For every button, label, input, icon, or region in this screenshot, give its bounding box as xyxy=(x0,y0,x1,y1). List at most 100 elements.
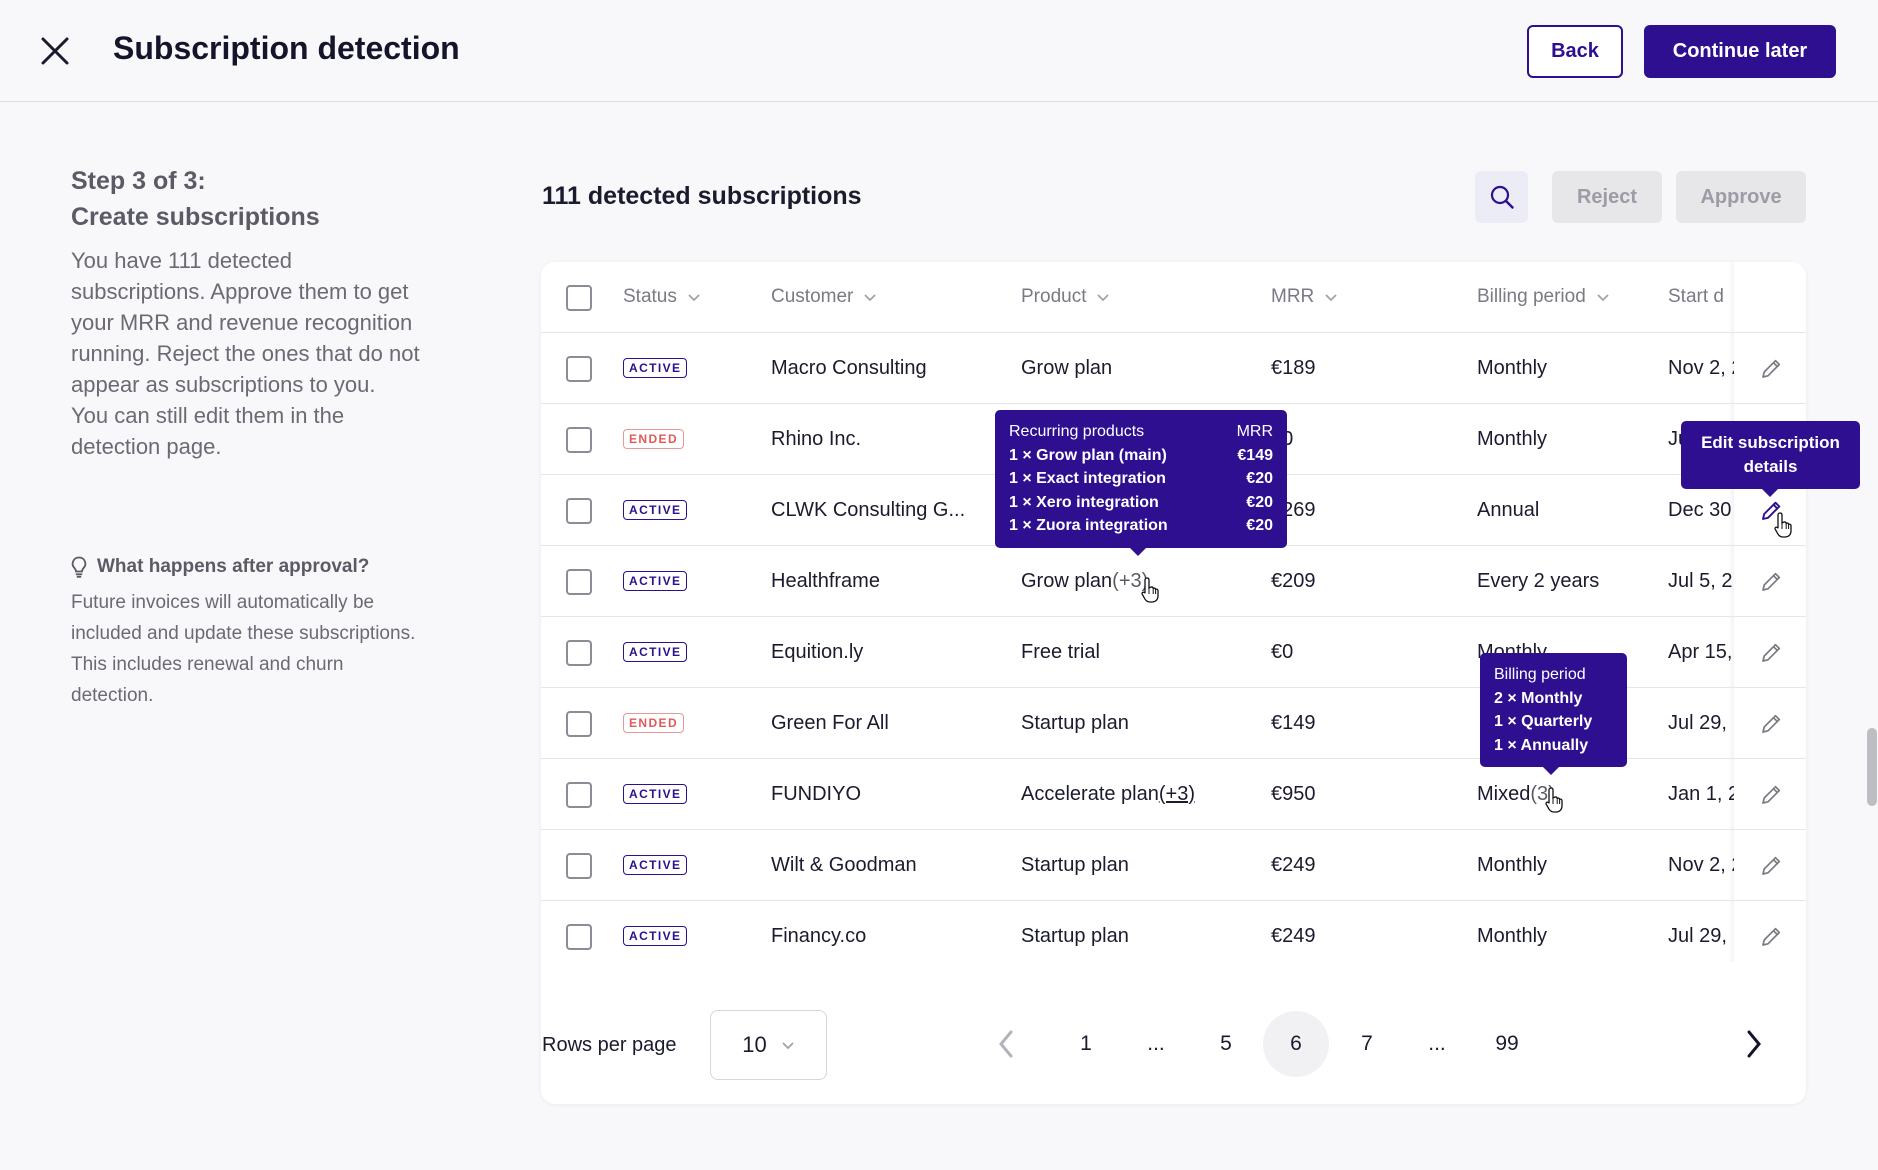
pencil-icon[interactable] xyxy=(1758,711,1784,737)
chevron-down-icon xyxy=(1325,294,1337,302)
pencil-icon[interactable] xyxy=(1758,569,1784,595)
start-date-cell: Nov 2, 2 xyxy=(1668,830,1734,900)
products-tooltip: Recurring products MRR 1 × Grow plan (ma… xyxy=(995,410,1287,555)
column-label: Customer xyxy=(771,286,854,307)
start-date-cell: Jul 29, xyxy=(1668,901,1734,971)
billing-period-value: Monthly xyxy=(1477,853,1548,876)
continue-later-button[interactable]: Continue later xyxy=(1644,25,1836,78)
billing-period-value: Annual xyxy=(1477,498,1540,521)
start-date-cell: Dec 30 xyxy=(1668,475,1734,545)
pencil-icon[interactable] xyxy=(1758,782,1784,808)
tip-header: What happens after approval? xyxy=(71,556,369,578)
start-date-value: Dec 30 xyxy=(1668,498,1732,521)
mrr-cell: €0 xyxy=(1271,617,1293,687)
product-cell: Accelerate plan (+3) xyxy=(1021,759,1261,829)
pencil-icon[interactable] xyxy=(1758,924,1784,950)
step-title: Create subscriptions xyxy=(71,203,320,231)
product-extra-count[interactable]: (+3) xyxy=(1158,782,1195,805)
tooltip-product-label: 1 × Exact integration xyxy=(1009,470,1166,487)
start-date-cell: Jul 29, xyxy=(1668,688,1734,758)
table-row[interactable]: ACTIVE Macro Consulting Grow plan €189 Month… xyxy=(541,333,1806,404)
product-extra-count[interactable]: (+3) xyxy=(1112,569,1149,592)
page-button[interactable]: 99 xyxy=(1495,1032,1519,1055)
rows-per-page-label: Rows per page xyxy=(542,1034,677,1056)
scrollbar[interactable] xyxy=(1867,728,1877,806)
billing-period-value: Monthly xyxy=(1477,427,1548,450)
tooltip-product-item: 1 × Zuora integration €20 xyxy=(1009,514,1273,538)
select-all-checkbox[interactable] xyxy=(566,285,592,311)
search-button[interactable] xyxy=(1475,171,1528,223)
row-checkbox[interactable] xyxy=(566,640,592,666)
back-button[interactable]: Back xyxy=(1527,25,1623,78)
customer-cell: Rhino Inc. xyxy=(771,404,1011,474)
customer-name: Equition.ly xyxy=(771,640,864,663)
status-cell: ACTIVE xyxy=(623,475,688,545)
page-button[interactable]: 7 xyxy=(1361,1032,1373,1055)
billing-extra-count[interactable]: (3) xyxy=(1530,782,1555,805)
product-name: Grow plan xyxy=(1021,569,1113,592)
mrr-cell: €189 xyxy=(1271,333,1316,403)
tooltip-billing-item: 1 × Quarterly xyxy=(1494,713,1593,730)
approve-button[interactable]: Approve xyxy=(1676,171,1806,223)
column-product[interactable]: Product xyxy=(1021,262,1110,332)
chevron-down-icon xyxy=(688,294,700,302)
step-description-main: You have 111 detected subscriptions. App… xyxy=(71,248,420,397)
billing-period-cell: Monthly xyxy=(1477,333,1657,403)
column-billing-period[interactable]: Billing period xyxy=(1477,262,1610,332)
close-icon[interactable] xyxy=(36,32,74,70)
mrr-cell: €249 xyxy=(1271,901,1316,971)
status-badge: ACTIVE xyxy=(623,358,688,378)
mrr-value: €950 xyxy=(1271,782,1316,805)
pencil-icon[interactable] xyxy=(1758,498,1784,524)
tooltip-product-item: 1 × Grow plan (main) €149 xyxy=(1009,444,1273,468)
chevron-down-icon xyxy=(782,1042,794,1050)
page-button[interactable]: 5 xyxy=(1220,1032,1232,1055)
billing-period-value: Mixed xyxy=(1477,782,1531,805)
billing-period-value: Monthly xyxy=(1477,924,1548,947)
pencil-icon[interactable] xyxy=(1758,640,1784,666)
table-row[interactable]: ACTIVE FUNDIYO Accelerate plan (+3) €950 Mix… xyxy=(541,759,1806,830)
row-checkbox[interactable] xyxy=(566,711,592,737)
table-row[interactable]: ENDED Green For All Startup plan €149 Jul 29… xyxy=(541,688,1806,759)
column-start-date[interactable]: Start d xyxy=(1668,262,1734,332)
table-row[interactable]: ACTIVE Equition.ly Free trial €0 Monthly Apr … xyxy=(541,617,1806,688)
customer-cell: Wilt & Goodman xyxy=(771,830,1011,900)
row-checkbox[interactable] xyxy=(566,924,592,950)
customer-name: Healthframe xyxy=(771,569,880,592)
pencil-icon[interactable] xyxy=(1758,356,1784,382)
product-name: Grow plan xyxy=(1021,356,1113,379)
row-checkbox[interactable] xyxy=(566,782,592,808)
prev-page-button[interactable] xyxy=(973,1011,1039,1077)
next-page-button[interactable] xyxy=(1721,1011,1787,1077)
product-cell: Startup plan xyxy=(1021,688,1261,758)
pencil-icon[interactable] xyxy=(1758,853,1784,879)
edit-tooltip: Edit subscription details xyxy=(1681,421,1860,497)
column-status[interactable]: Status xyxy=(623,262,701,332)
chevron-down-icon xyxy=(864,294,876,302)
table-row[interactable]: ACTIVE Healthframe Grow plan (+3) €209 Every… xyxy=(541,546,1806,617)
customer-name: Wilt & Goodman xyxy=(771,853,917,876)
tooltip-header-label: Billing period xyxy=(1494,666,1586,683)
rows-per-page-select[interactable]: 10 xyxy=(710,1010,827,1080)
row-checkbox[interactable] xyxy=(566,427,592,453)
tooltip-product-mrr: €20 xyxy=(1246,470,1273,487)
status-badge: ACTIVE xyxy=(623,926,688,946)
column-mrr[interactable]: MRR xyxy=(1271,262,1338,332)
status-cell: ACTIVE xyxy=(623,830,688,900)
row-checkbox[interactable] xyxy=(566,498,592,524)
status-cell: ACTIVE xyxy=(623,617,688,687)
column-customer[interactable]: Customer xyxy=(771,262,877,332)
reject-button[interactable]: Reject xyxy=(1552,171,1662,223)
status-cell: ACTIVE xyxy=(623,546,688,616)
page-button[interactable]: 1 xyxy=(1080,1032,1092,1055)
row-checkbox[interactable] xyxy=(566,356,592,382)
billing-period-cell: Annual xyxy=(1477,475,1657,545)
row-checkbox[interactable] xyxy=(566,569,592,595)
billing-period-value: Monthly xyxy=(1477,356,1548,379)
page-button[interactable]: 6 xyxy=(1263,1011,1329,1077)
mrr-value: €0 xyxy=(1271,640,1294,663)
customer-cell: Healthframe xyxy=(771,546,1011,616)
table-row[interactable]: ACTIVE Wilt & Goodman Startup plan €249 Mont… xyxy=(541,830,1806,901)
row-checkbox[interactable] xyxy=(566,853,592,879)
start-date-cell: Nov 2, 2 xyxy=(1668,333,1734,403)
